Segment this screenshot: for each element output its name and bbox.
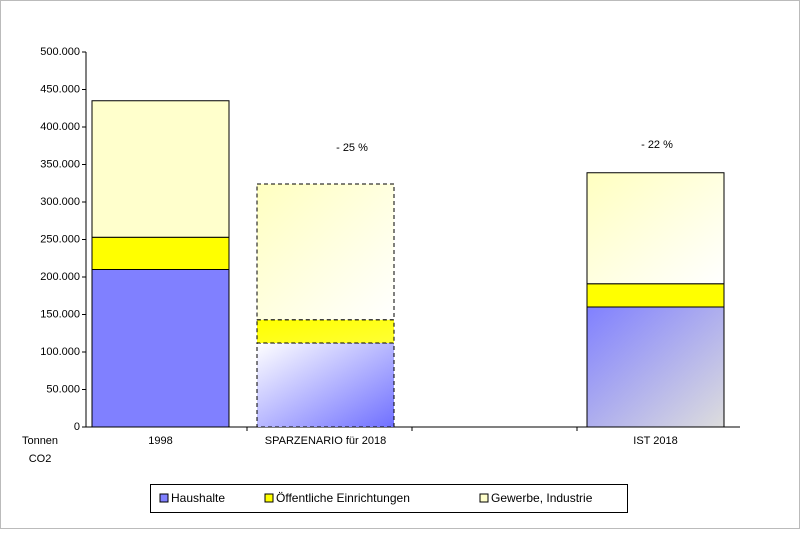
bar-segment (91, 269, 230, 428)
y-axis-label: Tonnen (22, 435, 58, 447)
y-tick-label: 300.000 (40, 196, 80, 208)
bar-segment (256, 183, 395, 321)
bar-segment (256, 342, 395, 428)
y-tick-label: 450.000 (40, 83, 80, 95)
y-tick-label: 0 (74, 421, 80, 433)
bar-segment (586, 283, 725, 308)
y-axis-label: CO2 (29, 453, 52, 465)
bar-segment (91, 236, 230, 270)
y-tick-label: 50.000 (46, 383, 80, 395)
bar-segment (256, 319, 395, 344)
bar-segment (91, 100, 230, 238)
x-tick-label: IST 2018 (633, 435, 677, 447)
legend-swatch (264, 493, 274, 503)
y-tick-label: 150.000 (40, 308, 80, 320)
y-tick-label: 250.000 (40, 233, 80, 245)
bar-segment (586, 172, 725, 285)
legend-box (150, 484, 628, 513)
y-tick-label: 500.000 (40, 46, 80, 58)
y-tick-label: 400.000 (40, 121, 80, 133)
annotation: - 22 % (641, 139, 673, 151)
legend-label: Haushalte (171, 491, 225, 505)
bar-segment (586, 306, 725, 428)
x-tick-label: SPARZENARIO für 2018 (265, 435, 386, 447)
y-tick-label: 350.000 (40, 158, 80, 170)
y-tick-label: 100.000 (40, 346, 80, 358)
x-tick-label: 1998 (148, 435, 172, 447)
legend-label: Gewerbe, Industrie (491, 491, 593, 505)
y-tick-label: 200.000 (40, 271, 80, 283)
legend-swatch (159, 493, 169, 503)
legend-label: Öffentliche Einrichtungen (276, 491, 410, 505)
legend-swatch (479, 493, 489, 503)
annotation: - 25 % (336, 142, 368, 154)
